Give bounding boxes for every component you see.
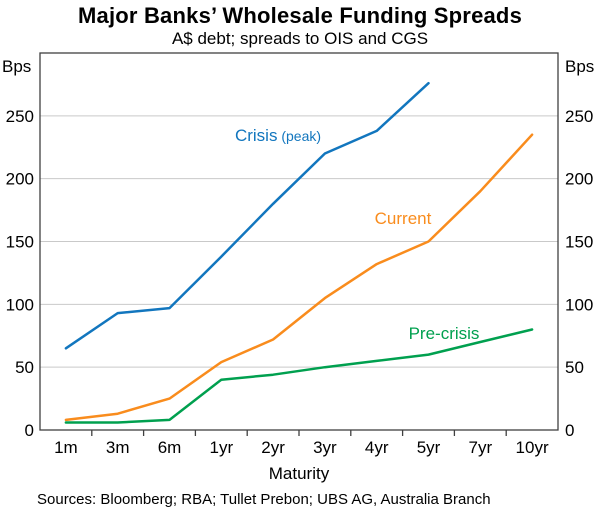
- x-tick-label: 7yr: [468, 438, 492, 457]
- y-tick-label-right: 250: [565, 107, 593, 126]
- y-tick-label-left: 50: [15, 358, 34, 377]
- series-line-pre-crisis: [64, 328, 534, 424]
- x-tick-label: 1yr: [209, 438, 233, 457]
- x-tick-label: 1m: [54, 438, 78, 457]
- x-tick-label: 3m: [106, 438, 130, 457]
- x-tick-label: 2yr: [261, 438, 285, 457]
- x-tick-label: 6m: [158, 438, 182, 457]
- plot-border: [39, 52, 559, 431]
- chart-subtitle: A$ debt; spreads to OIS and CGS: [171, 29, 429, 48]
- x-axis-title: Maturity: [269, 464, 330, 483]
- x-tick-label: 3yr: [313, 438, 337, 457]
- y-tick-label-left: 150: [6, 233, 34, 252]
- y-tick-label-right: 150: [565, 233, 593, 252]
- y-tick-label-left: 0: [25, 421, 34, 440]
- y-tick-label-left: 200: [6, 170, 34, 189]
- x-tick-label: 10yr: [516, 438, 549, 457]
- series-label-current: Current: [375, 209, 432, 228]
- sources-note: Sources: Bloomberg; RBA; Tullet Prebon; …: [37, 491, 491, 508]
- x-tick-label: 5yr: [417, 438, 441, 457]
- y-tick-label-right: 0: [565, 421, 574, 440]
- x-tick-label: 4yr: [365, 438, 389, 457]
- series-line-crisis-peak: [64, 81, 430, 350]
- series-line-current: [64, 133, 534, 422]
- chart-title: Major Banks’ Wholesale Funding Spreads: [77, 3, 523, 28]
- y-tick-label-right: 200: [565, 170, 593, 189]
- y-tick-label-left: 100: [6, 295, 34, 314]
- y-axis-unit-left: Bps: [2, 57, 31, 76]
- y-tick-label-right: 100: [565, 295, 593, 314]
- y-tick-label-right: 50: [565, 358, 584, 377]
- series-label-crisis-peak: Crisis (peak): [235, 126, 321, 145]
- series-label-pre-crisis: Pre-crisis: [409, 324, 480, 343]
- y-tick-label-left: 250: [6, 107, 34, 126]
- y-axis-unit-right: Bps: [565, 57, 594, 76]
